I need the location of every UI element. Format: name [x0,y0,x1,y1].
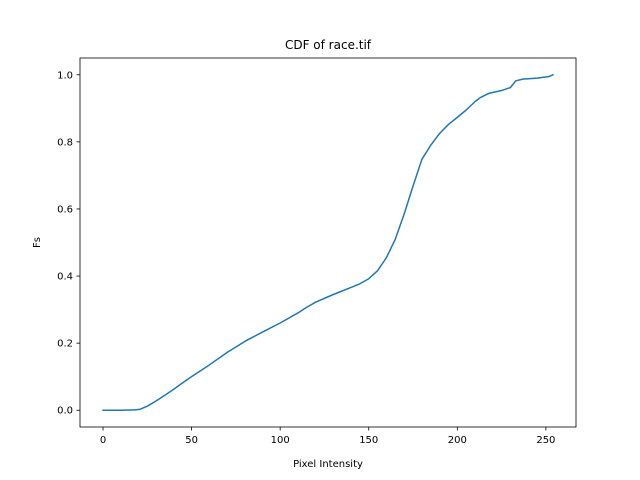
x-tick-label: 150 [359,435,378,446]
y-tick-label: 0.0 [57,406,73,417]
x-axis-label: Pixel Intensity [293,459,363,470]
axes-layer: 0 50 100 150 200 250 0.0 0.2 0.4 0.6 0.8 1.0 [57,70,555,446]
plot-frame [79,57,577,428]
x-tick-label: 200 [448,435,467,446]
y-tick-label: 1.0 [57,70,73,81]
series-layer [102,73,554,411]
y-tick-label: 0.2 [57,339,73,350]
x-tick-label: 0 [100,435,106,446]
y-tick-label: 0.6 [57,204,73,215]
plot-background [80,58,576,427]
x-tick-label: 250 [536,435,555,446]
y-tick-label: 0.4 [57,272,73,283]
y-tick-label: 0.8 [57,137,73,148]
chart-title: CDF of race.tif [285,38,372,52]
x-tick-label: 100 [271,435,290,446]
cdf-series-line [102,73,554,411]
x-tick-label: 50 [185,435,198,446]
y-axis-label: Fs [32,237,43,248]
